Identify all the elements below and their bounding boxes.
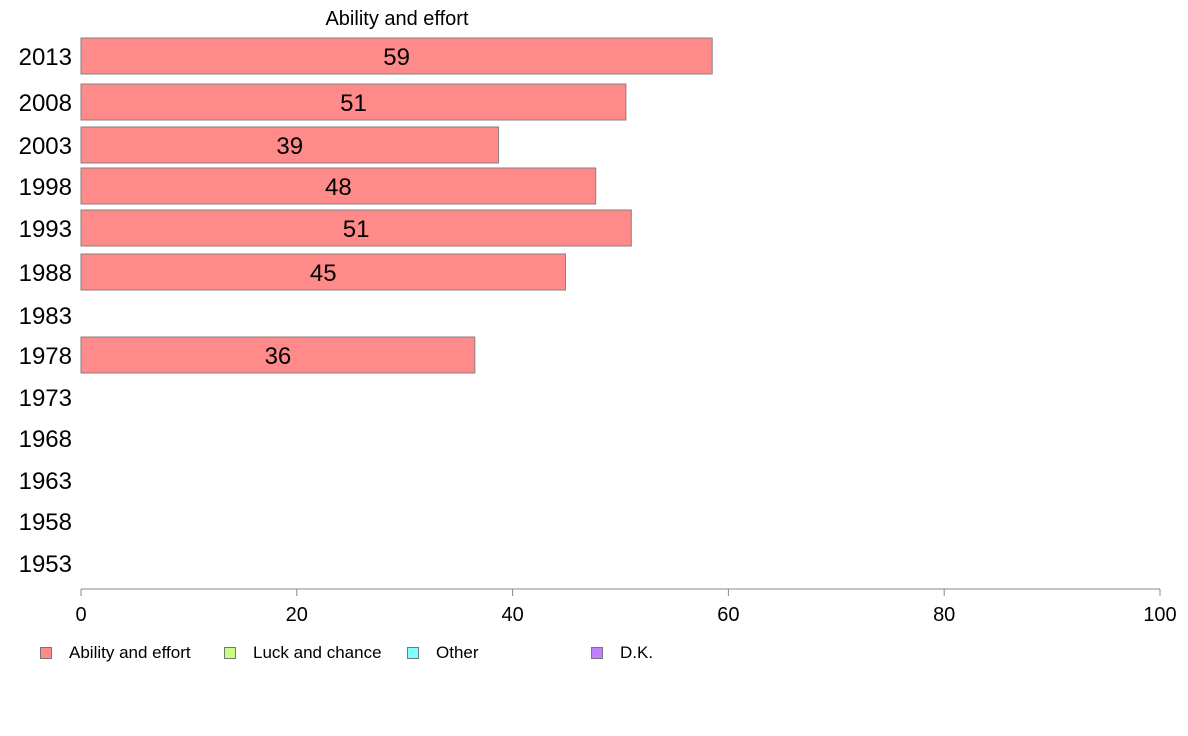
bar	[80, 209, 632, 247]
legend-swatch	[40, 647, 52, 659]
y-tick-label: 1998	[19, 174, 72, 201]
legend: Ability and effort Luck and chance Other…	[40, 642, 740, 664]
y-tick-label: 1973	[19, 385, 72, 412]
bar	[80, 167, 597, 205]
bar	[80, 253, 566, 291]
bar	[80, 126, 500, 164]
y-tick-label: 1953	[19, 551, 72, 578]
y-tick-label: 2008	[19, 90, 72, 117]
y-tick-label: 1993	[19, 216, 72, 243]
legend-label: Ability and effort	[69, 643, 191, 662]
y-tick-label: 1983	[19, 303, 72, 330]
bar	[80, 83, 627, 121]
x-tick-label: 0	[75, 604, 86, 626]
x-tick-label: 100	[1143, 604, 1176, 626]
chart-title: Ability and effort	[325, 8, 468, 30]
y-tick-label: 2013	[19, 44, 72, 71]
bar-data-label: 36	[265, 343, 292, 370]
bar-data-label: 51	[340, 90, 367, 117]
y-axis-labels: 2013 2008 2003 1998 1993 1988 1983 1978 1973 1968…	[19, 44, 72, 578]
legend-item-luck-and-chance: Luck and chance	[224, 642, 382, 664]
y-tick-label: 1978	[19, 343, 72, 370]
bar-data-label: 51	[343, 216, 370, 243]
legend-swatch	[224, 647, 236, 659]
legend-item-ability-and-effort: Ability and effort	[40, 642, 191, 664]
legend-item-dk: D.K.	[591, 642, 653, 664]
legend-label: Luck and chance	[253, 643, 382, 662]
bar-data-label: 59	[383, 44, 410, 71]
legend-swatch	[407, 647, 419, 659]
legend-label: Other	[436, 643, 479, 662]
x-tick-label: 60	[717, 604, 739, 626]
legend-swatch	[591, 647, 603, 659]
y-tick-label: 2003	[19, 133, 72, 160]
bar-data-label: 45	[310, 260, 337, 287]
legend-item-other: Other	[407, 642, 479, 664]
y-tick-label: 1988	[19, 260, 72, 287]
y-tick-label: 1958	[19, 509, 72, 536]
x-tick-label: 80	[933, 604, 955, 626]
x-tick-label: 20	[286, 604, 308, 626]
y-tick-label: 1968	[19, 426, 72, 453]
bar	[80, 336, 476, 374]
x-axis: 0 20 40 60 80 100	[75, 588, 1177, 626]
bar-data-label: 48	[325, 174, 352, 201]
bar	[80, 37, 713, 75]
legend-label: D.K.	[620, 643, 654, 662]
x-tick-label: 40	[501, 604, 523, 626]
y-tick-label: 1963	[19, 468, 72, 495]
bar-data-label: 39	[276, 133, 303, 160]
